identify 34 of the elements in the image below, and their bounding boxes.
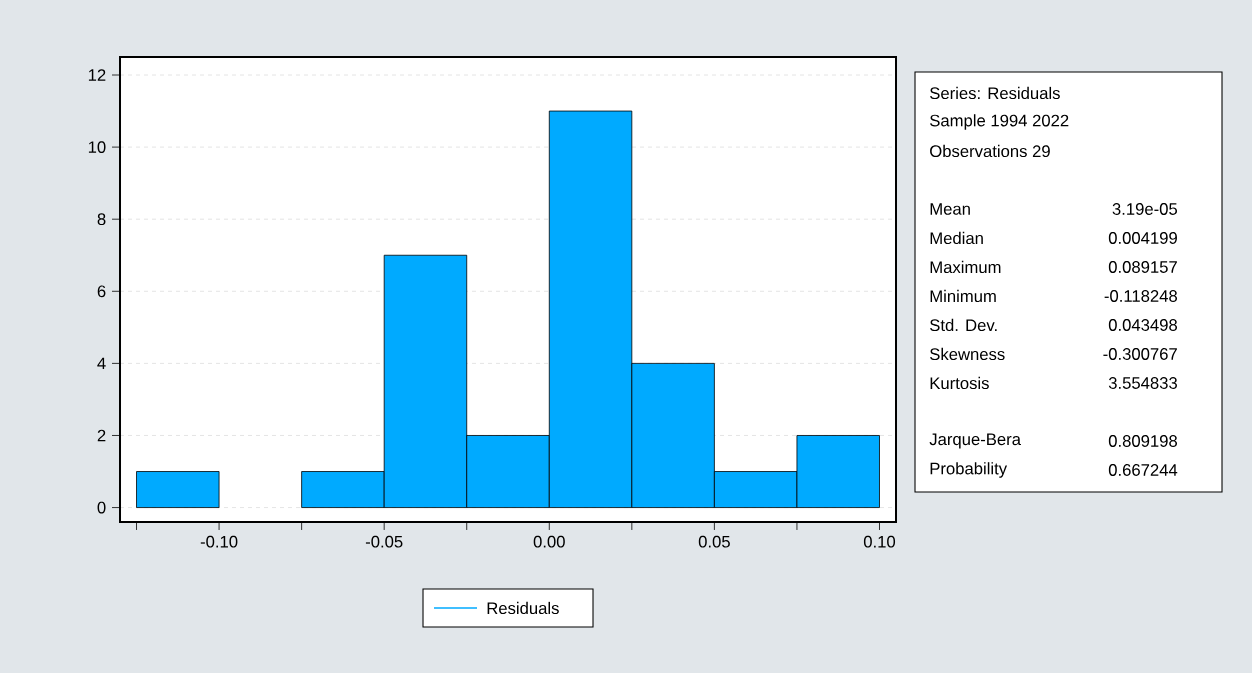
text: Mean: [930, 203, 970, 215]
text: Sample 1994 2022: [930, 114, 1069, 130]
text: 3.19e-05: [1112, 203, 1178, 215]
text: Jarque-Bera: [929, 433, 1021, 449]
legend-label: Residuals: [487, 601, 559, 615]
text: Minimum: [930, 289, 996, 303]
x-tick-label: -0.10: [200, 535, 238, 548]
y-tick-label: 10: [88, 141, 106, 154]
text: 0.004199: [1108, 232, 1177, 244]
text: Std. Dev.: [930, 318, 997, 332]
x-tick-label: 0.00: [533, 535, 565, 548]
text: Median: [930, 231, 983, 245]
y-tick-label: 0: [97, 501, 106, 514]
y-tick-label: 6: [97, 285, 106, 298]
x-tick-label: 0.05: [698, 535, 730, 548]
y-tick-label: 8: [97, 213, 106, 226]
text: 3.554833: [1108, 377, 1177, 389]
text: Maximum: [930, 260, 1001, 274]
y-tick-label: 4: [97, 357, 106, 370]
text: 0.809198: [1108, 435, 1178, 447]
text: Series: Residuals: [930, 86, 1060, 100]
y-tick-label: 12: [88, 69, 106, 81]
text: 0.043498: [1108, 319, 1178, 331]
text: Kurtosis: [930, 376, 989, 390]
x-tick-label: -0.05: [365, 535, 403, 548]
text: -0.300767: [1103, 348, 1177, 360]
text: 0.667244: [1108, 464, 1178, 476]
text: Skewness: [930, 347, 1005, 361]
y-tick-label: 2: [97, 429, 106, 442]
text: Observations 29: [930, 144, 1050, 158]
text: 0.089157: [1108, 261, 1177, 273]
text: Probability: [930, 462, 1008, 478]
text: -0.118248: [1104, 290, 1178, 302]
x-tick-label: 0.10: [863, 535, 896, 548]
